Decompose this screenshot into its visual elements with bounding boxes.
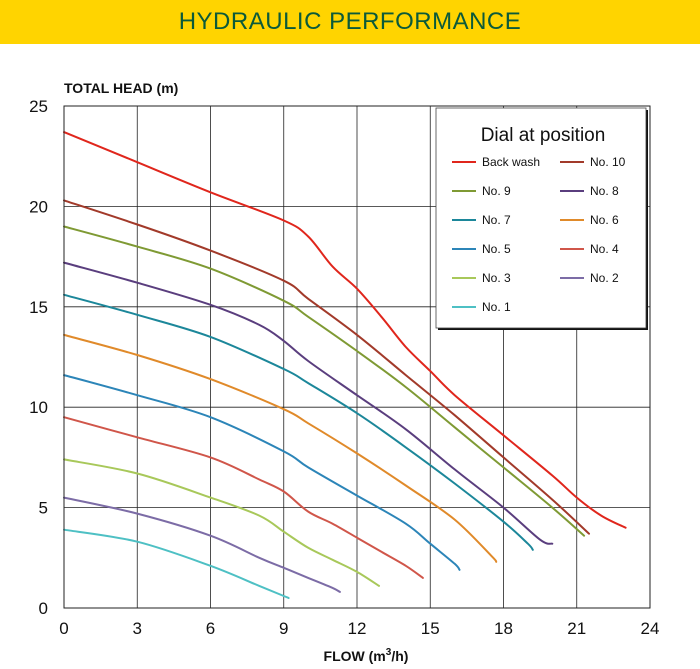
legend-label-no-2: No. 2 [590, 271, 619, 285]
legend: Dial at position Back wash No. 10 No. 9 No. … [435, 107, 648, 330]
x-tick-label: 15 [421, 619, 440, 638]
curve-no-6 [63, 333, 498, 563]
curve-no-2 [63, 496, 341, 593]
legend-label-no-9: No. 9 [482, 184, 511, 198]
legend-title: Dial at position [481, 125, 606, 146]
legend-label-no-6: No. 6 [590, 213, 619, 227]
y-axis-title: TOTAL HEAD (m) [64, 80, 178, 96]
curve-no-1 [63, 528, 290, 599]
x-tick-label: 9 [279, 619, 288, 638]
legend-label-no-3: No. 3 [482, 271, 511, 285]
x-tick-label: 12 [348, 619, 367, 638]
curve-no-4 [63, 416, 424, 579]
legend-label-no-1: No. 1 [482, 300, 511, 314]
page-title: HYDRAULIC PERFORMANCE [178, 8, 522, 35]
y-tick-label: 20 [29, 197, 48, 216]
header-band: HYDRAULIC PERFORMANCE [0, 0, 700, 44]
x-tick-label: 24 [641, 619, 660, 638]
y-tick-label: 25 [29, 97, 48, 116]
curve-no-5 [63, 374, 461, 571]
x-tick-label: 21 [567, 619, 586, 638]
x-tick-label: 0 [59, 619, 68, 638]
x-tick-label: 3 [133, 619, 142, 638]
x-tick-label: 6 [206, 619, 215, 638]
series-curves [63, 131, 627, 599]
curve-no-3 [63, 458, 380, 587]
x-tick-label: 18 [494, 619, 513, 638]
y-tick-label: 5 [39, 499, 48, 518]
curve-no-7 [63, 293, 534, 551]
legend-label-no-4: No. 4 [590, 242, 619, 256]
curve-back-wash [63, 131, 627, 529]
axes: 0 3 6 9 12 15 18 21 24 0 5 10 15 20 25 TOTAL HEAD (m) FL… [29, 80, 659, 664]
x-axis-title: FLOW (m3/h) [324, 647, 409, 664]
legend-label-no-5: No. 5 [482, 242, 511, 256]
legend-label-no-8: No. 8 [590, 184, 619, 198]
legend-label-back-wash: Back wash [482, 155, 540, 169]
grid [63, 105, 651, 609]
y-tick-label: 10 [29, 398, 48, 417]
curve-no-9 [63, 225, 586, 537]
legend-label-no-7: No. 7 [482, 213, 511, 227]
legend-box [435, 107, 647, 329]
y-tick-label: 0 [39, 599, 48, 618]
curve-no-8 [63, 261, 554, 545]
y-tick-label: 15 [29, 298, 48, 317]
legend-label-no-10: No. 10 [590, 155, 626, 169]
plot-frame [63, 105, 651, 609]
curve-no-10 [63, 199, 590, 535]
